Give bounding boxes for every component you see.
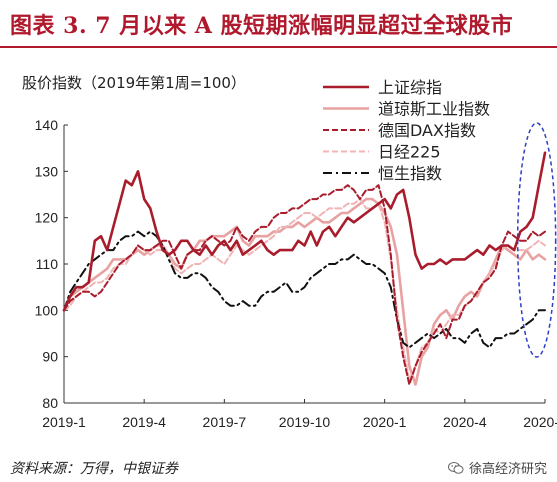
- x-tick-label: 2020-4: [443, 414, 487, 430]
- y-tick-label: 110: [36, 256, 59, 272]
- y-tick-label: 100: [35, 302, 59, 318]
- wechat-icon: [447, 461, 464, 474]
- x-tick-label: 2019-4: [122, 414, 166, 430]
- legend-label-3: 日经225: [378, 143, 441, 162]
- legend-label-1: 道琼斯工业指数: [378, 100, 490, 119]
- x-tick-label: 2020-7: [523, 414, 557, 430]
- watermark-label: 徐高经济研究: [468, 462, 547, 477]
- x-tick-label: 2020-1: [363, 414, 407, 430]
- series-line-2: [63, 184, 546, 386]
- y-tick-label: 130: [35, 163, 59, 179]
- x-tick-label: 2019-1: [42, 414, 86, 430]
- y-tick-label: 120: [35, 210, 59, 226]
- chart-title: 图表 3. 7 月以来 A 股短期涨幅明显超过全球股市: [10, 13, 514, 39]
- legend-label-4: 恒生指数: [378, 164, 442, 183]
- x-tick-label: 2019-10: [279, 414, 331, 430]
- series-line-1: [62, 197, 547, 386]
- highlight-ellipse: [516, 122, 557, 358]
- legend-label-0: 上证综指: [378, 78, 442, 97]
- y-tick-label: 90: [42, 349, 58, 365]
- series-line-0: [62, 151, 547, 312]
- y-tick-label: 140: [35, 117, 59, 133]
- watermark: 徐高经济研究: [447, 458, 547, 477]
- series-line-4: [63, 230, 546, 349]
- source-note: 资料来源：万得，中银证券: [10, 461, 178, 477]
- title-divider: [0, 46, 557, 48]
- x-tick-label: 2019-7: [203, 414, 247, 430]
- y-axis-unit-label: 股价指数（2019年第1周=100）: [22, 74, 246, 92]
- legend-label-2: 德国DAX指数: [378, 121, 476, 140]
- y-tick-label: 80: [42, 395, 58, 411]
